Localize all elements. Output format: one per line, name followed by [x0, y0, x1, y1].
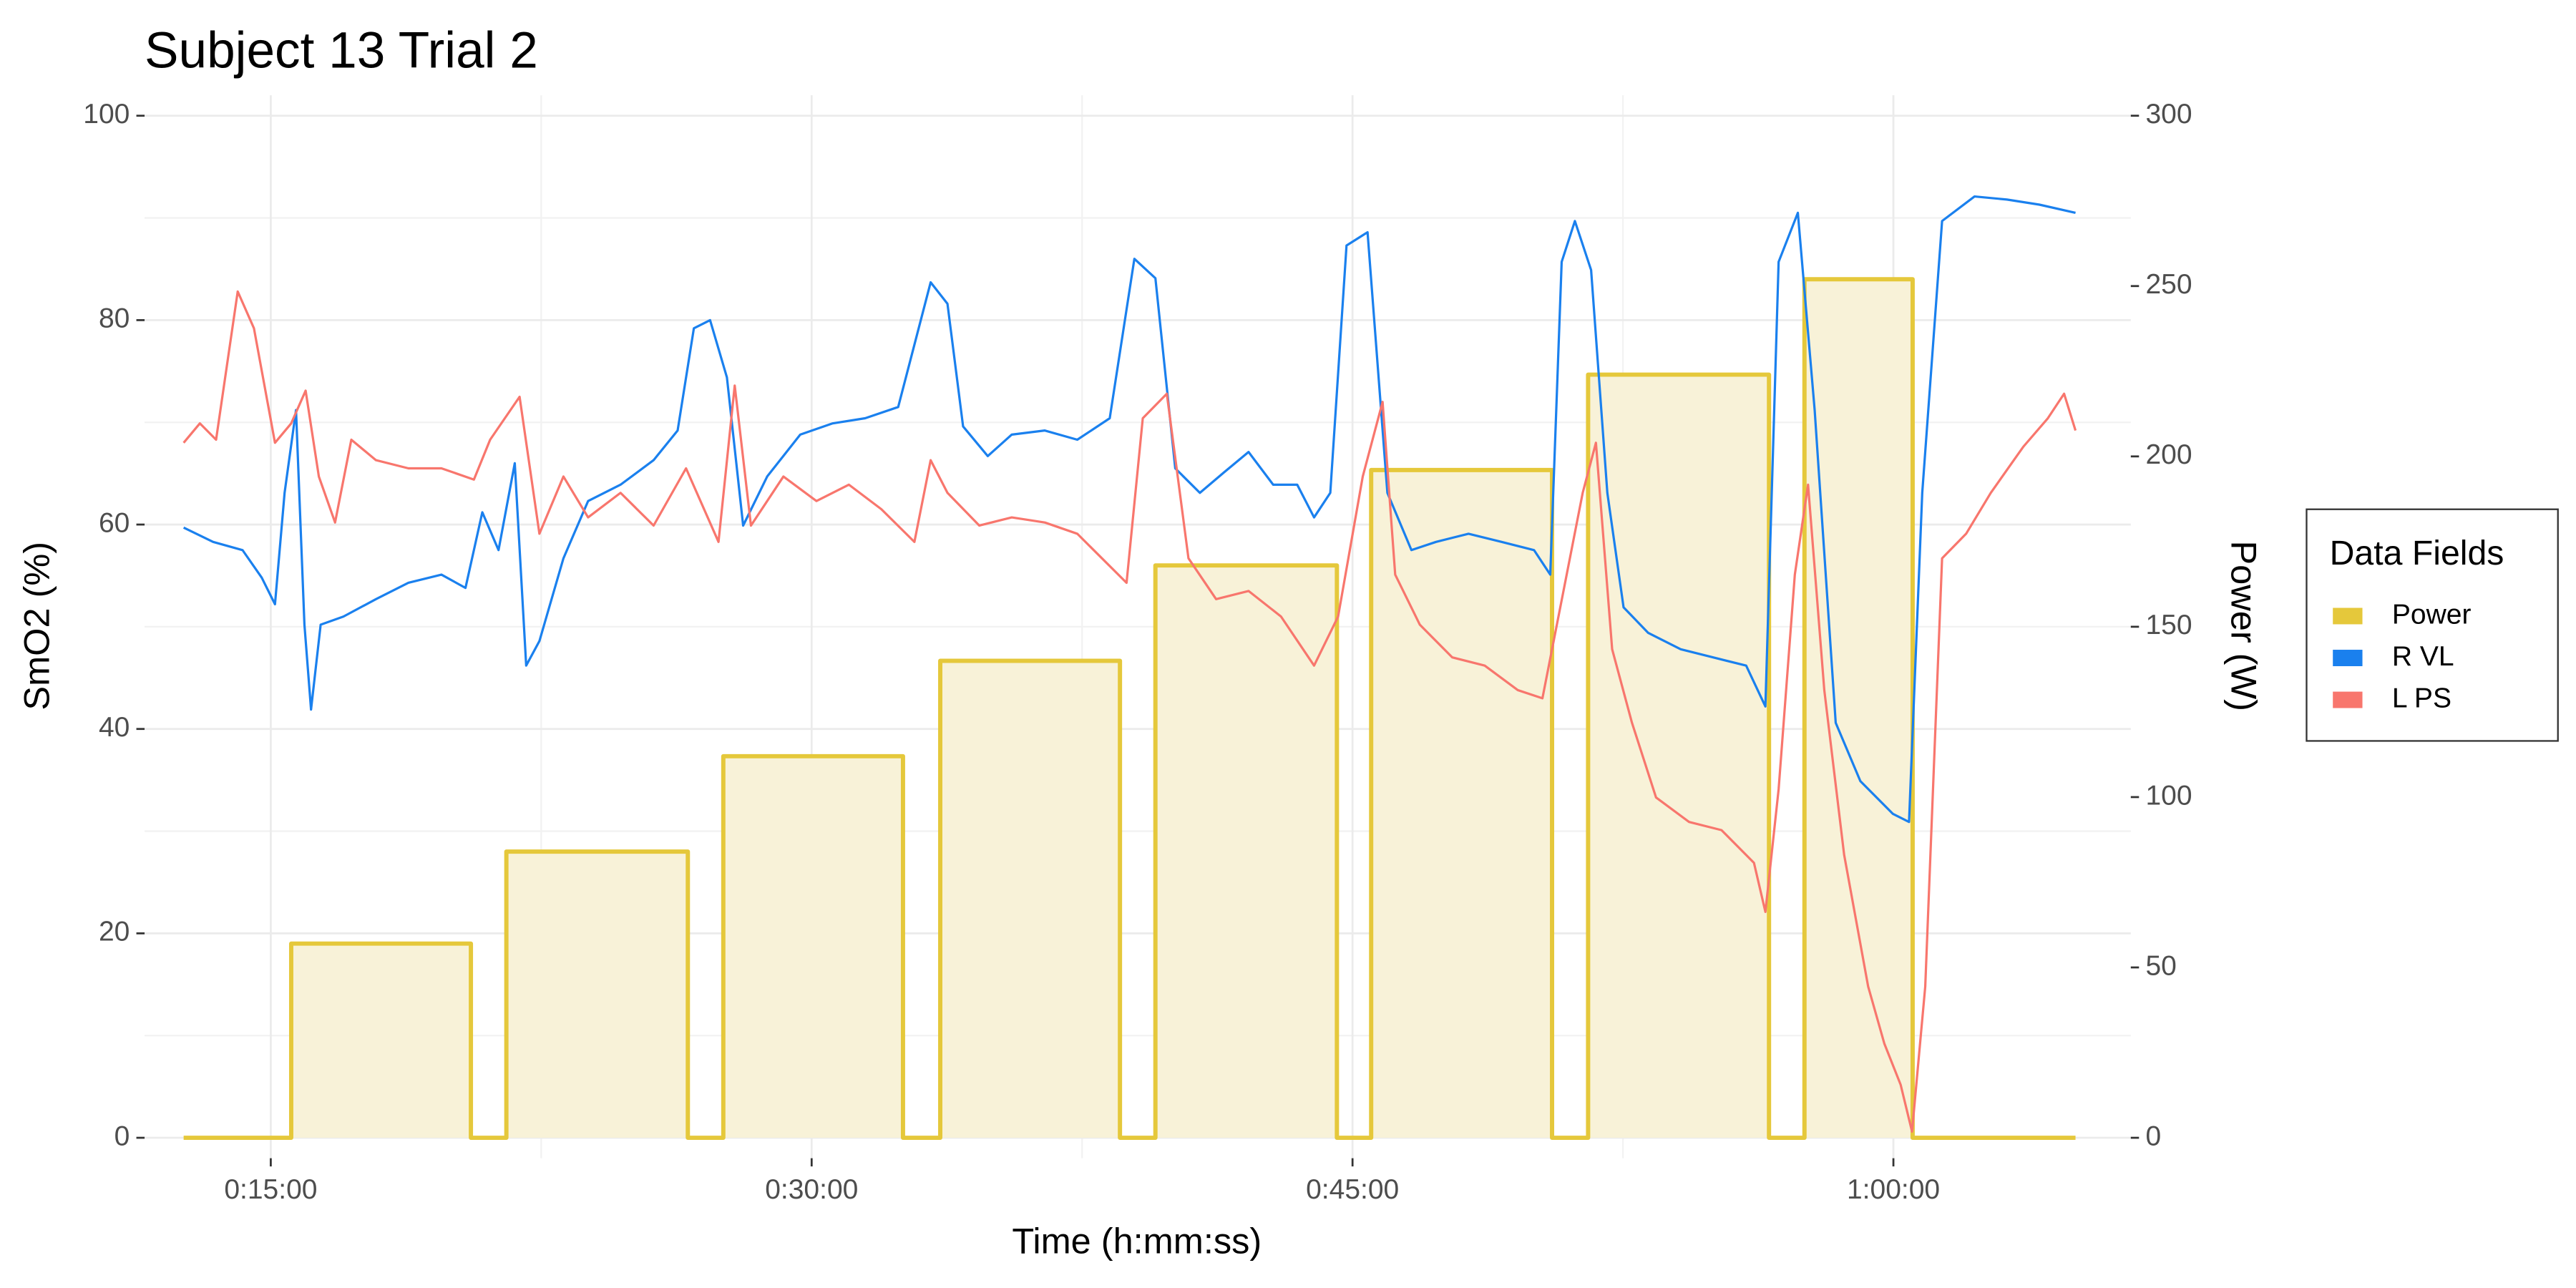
legend-title: Data Fields [2330, 534, 2504, 572]
legend-label: R VL [2392, 641, 2454, 672]
legend-label: Power [2392, 599, 2472, 630]
series-line [182, 195, 2076, 824]
legend-swatch [2333, 691, 2363, 708]
y2-tick-label: 0 [2145, 1121, 2161, 1151]
legend-swatch [2333, 608, 2363, 625]
y-tick-label: 0 [114, 1121, 130, 1151]
x-tick-label: 0:30:00 [765, 1174, 858, 1205]
legend-label: L PS [2392, 683, 2451, 713]
y2-tick-label: 250 [2145, 269, 2192, 300]
y2-tick-label: 50 [2145, 950, 2176, 981]
area [183, 279, 2076, 1138]
y2-tick-label: 300 [2145, 99, 2192, 130]
y2-axis-title: Power (W) [2223, 541, 2264, 711]
legend: Data Fields Power R VL L PS [2306, 508, 2559, 742]
y-tick-label: 20 [99, 917, 130, 947]
legend-swatch [2333, 650, 2363, 666]
x-tick-label: 0:15:00 [224, 1174, 317, 1205]
y-tick-label: 40 [99, 712, 130, 743]
x-axis-title: Time (h:mm:ss) [1012, 1220, 1262, 1261]
chart-title: Subject 13 Trial 2 [145, 23, 538, 79]
y2-tick-label: 200 [2145, 439, 2192, 470]
y2-tick-label: 100 [2145, 780, 2192, 811]
y2-tick-label: 150 [2145, 610, 2192, 640]
x-tick-label: 1:00:00 [1847, 1174, 1940, 1205]
series-line [183, 277, 2076, 1141]
y-tick-label: 60 [99, 507, 130, 538]
y-tick-label: 80 [99, 303, 130, 334]
series-line [182, 290, 2077, 1133]
axes: 0 20 40 60 80 100 0 50 100 150 200 250 300 0:15:00 0:3… [83, 99, 2192, 1205]
plot-area [182, 195, 2077, 1141]
y-tick-label: 100 [83, 99, 130, 130]
x-tick-label: 0:45:00 [1306, 1174, 1399, 1205]
y-axis-title: SmO2 (%) [16, 542, 57, 711]
